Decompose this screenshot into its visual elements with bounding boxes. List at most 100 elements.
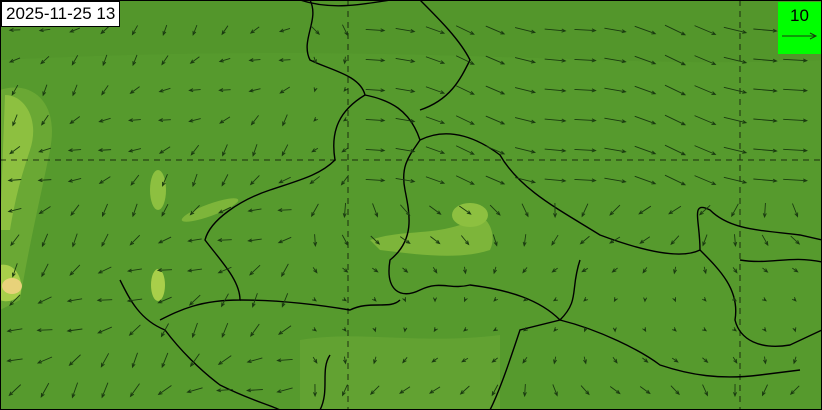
wind-arrow: [553, 356, 557, 365]
wind-arrow: [402, 267, 409, 273]
wind-arrow: [365, 28, 386, 33]
wind-arrow: [72, 84, 78, 97]
wind-arrow: [6, 358, 23, 363]
wind-arrow: [425, 86, 446, 94]
wind-arrow: [672, 327, 677, 332]
wind-arrow: [37, 296, 52, 304]
wind-arrow: [521, 203, 529, 218]
wind-arrow: [514, 87, 537, 94]
wind-arrow: [733, 234, 738, 247]
wind-arrow: [514, 147, 537, 154]
wind-arrow: [491, 384, 499, 397]
reference-vector-value: 10: [790, 6, 809, 25]
wind-arrow: [723, 146, 748, 154]
wind-arrow: [313, 56, 317, 65]
wind-arrow: [642, 327, 647, 333]
wind-arrow: [514, 177, 537, 184]
wind-arrow: [553, 327, 558, 332]
wind-arrow: [694, 25, 717, 35]
wind-arrow: [8, 28, 21, 33]
wind-arrow: [189, 56, 200, 64]
wind-arrow: [222, 144, 228, 157]
wind-arrow: [455, 175, 475, 185]
reference-arrow-icon: [782, 32, 818, 40]
wind-arrow: [132, 203, 138, 218]
wind-arrow: [250, 323, 260, 337]
wind-arrow: [460, 235, 470, 246]
wind-arrow: [551, 234, 559, 246]
wind-arrow: [246, 357, 263, 364]
wind-arrow: [702, 327, 708, 332]
wind-arrow: [753, 118, 778, 123]
wind-arrow: [12, 114, 18, 127]
wind-arrow: [40, 56, 50, 65]
wind-arrow: [671, 357, 679, 363]
wind-arrow: [395, 27, 416, 33]
wind-arrow: [723, 26, 748, 34]
wind-arrow: [402, 357, 408, 364]
wind-arrow: [753, 88, 778, 93]
wind-arrow: [221, 322, 229, 338]
wind-arrow: [763, 356, 767, 365]
wind-arrow: [102, 54, 108, 67]
wind-arrow: [220, 293, 229, 308]
wind-arrow: [753, 28, 778, 33]
wind-arrow: [126, 298, 143, 303]
wind-arrow: [40, 382, 50, 398]
wind-arrow: [639, 386, 651, 395]
wind-arrow: [790, 235, 801, 245]
wind-arrow: [732, 356, 738, 364]
wind-arrow: [395, 147, 416, 153]
wind-arrow: [217, 266, 232, 274]
wind-arrow: [664, 144, 687, 156]
wind-arrow: [312, 267, 318, 274]
wind-arrow: [341, 147, 349, 153]
wind-arrow: [762, 297, 767, 302]
wind-arrow: [459, 385, 470, 395]
wind-arrow: [68, 354, 81, 367]
wind-arrow: [343, 356, 347, 365]
wind-arrow: [732, 297, 737, 302]
wind-arrow: [131, 352, 138, 369]
wind-arrow: [583, 327, 588, 333]
wind-arrow: [664, 84, 687, 96]
wind-arrow: [604, 177, 627, 184]
wind-arrow: [127, 148, 142, 153]
wind-arrow: [664, 54, 687, 66]
wind-arrow: [580, 385, 590, 396]
wind-arrow: [429, 205, 442, 215]
wind-arrow: [761, 384, 768, 397]
wind-arrow: [552, 384, 558, 397]
wind-arrow: [311, 203, 319, 218]
wind-arrow: [552, 297, 558, 302]
wind-arrow: [634, 25, 657, 35]
wind-arrow: [192, 24, 198, 36]
wind-arrow: [694, 85, 717, 95]
wind-arrow: [544, 148, 567, 153]
wind-arrow: [544, 88, 567, 93]
wind-arrow: [431, 357, 439, 363]
wind-arrow: [342, 24, 349, 37]
wind-arrow: [8, 57, 21, 63]
wind-arrow: [248, 88, 261, 93]
wind-arrow: [276, 387, 293, 394]
wind-arrow: [731, 203, 739, 218]
wind-arrow: [399, 386, 411, 394]
wind-arrow: [370, 235, 381, 245]
wind-arrow: [399, 236, 411, 244]
wind-arrow: [612, 356, 618, 364]
wind-arrow: [642, 357, 649, 363]
wind-arrow: [11, 84, 19, 96]
wind-arrow: [463, 327, 468, 332]
wind-arrow: [432, 267, 438, 274]
wind-arrow: [313, 384, 318, 398]
wind-arrow: [642, 267, 648, 274]
wind-arrow: [69, 27, 81, 33]
wind-arrow: [485, 115, 506, 125]
wind-arrow: [282, 114, 288, 127]
wind-arrow: [251, 293, 258, 308]
wind-arrow: [157, 236, 172, 244]
wind-arrow: [341, 234, 349, 247]
wind-arrow: [129, 86, 140, 95]
